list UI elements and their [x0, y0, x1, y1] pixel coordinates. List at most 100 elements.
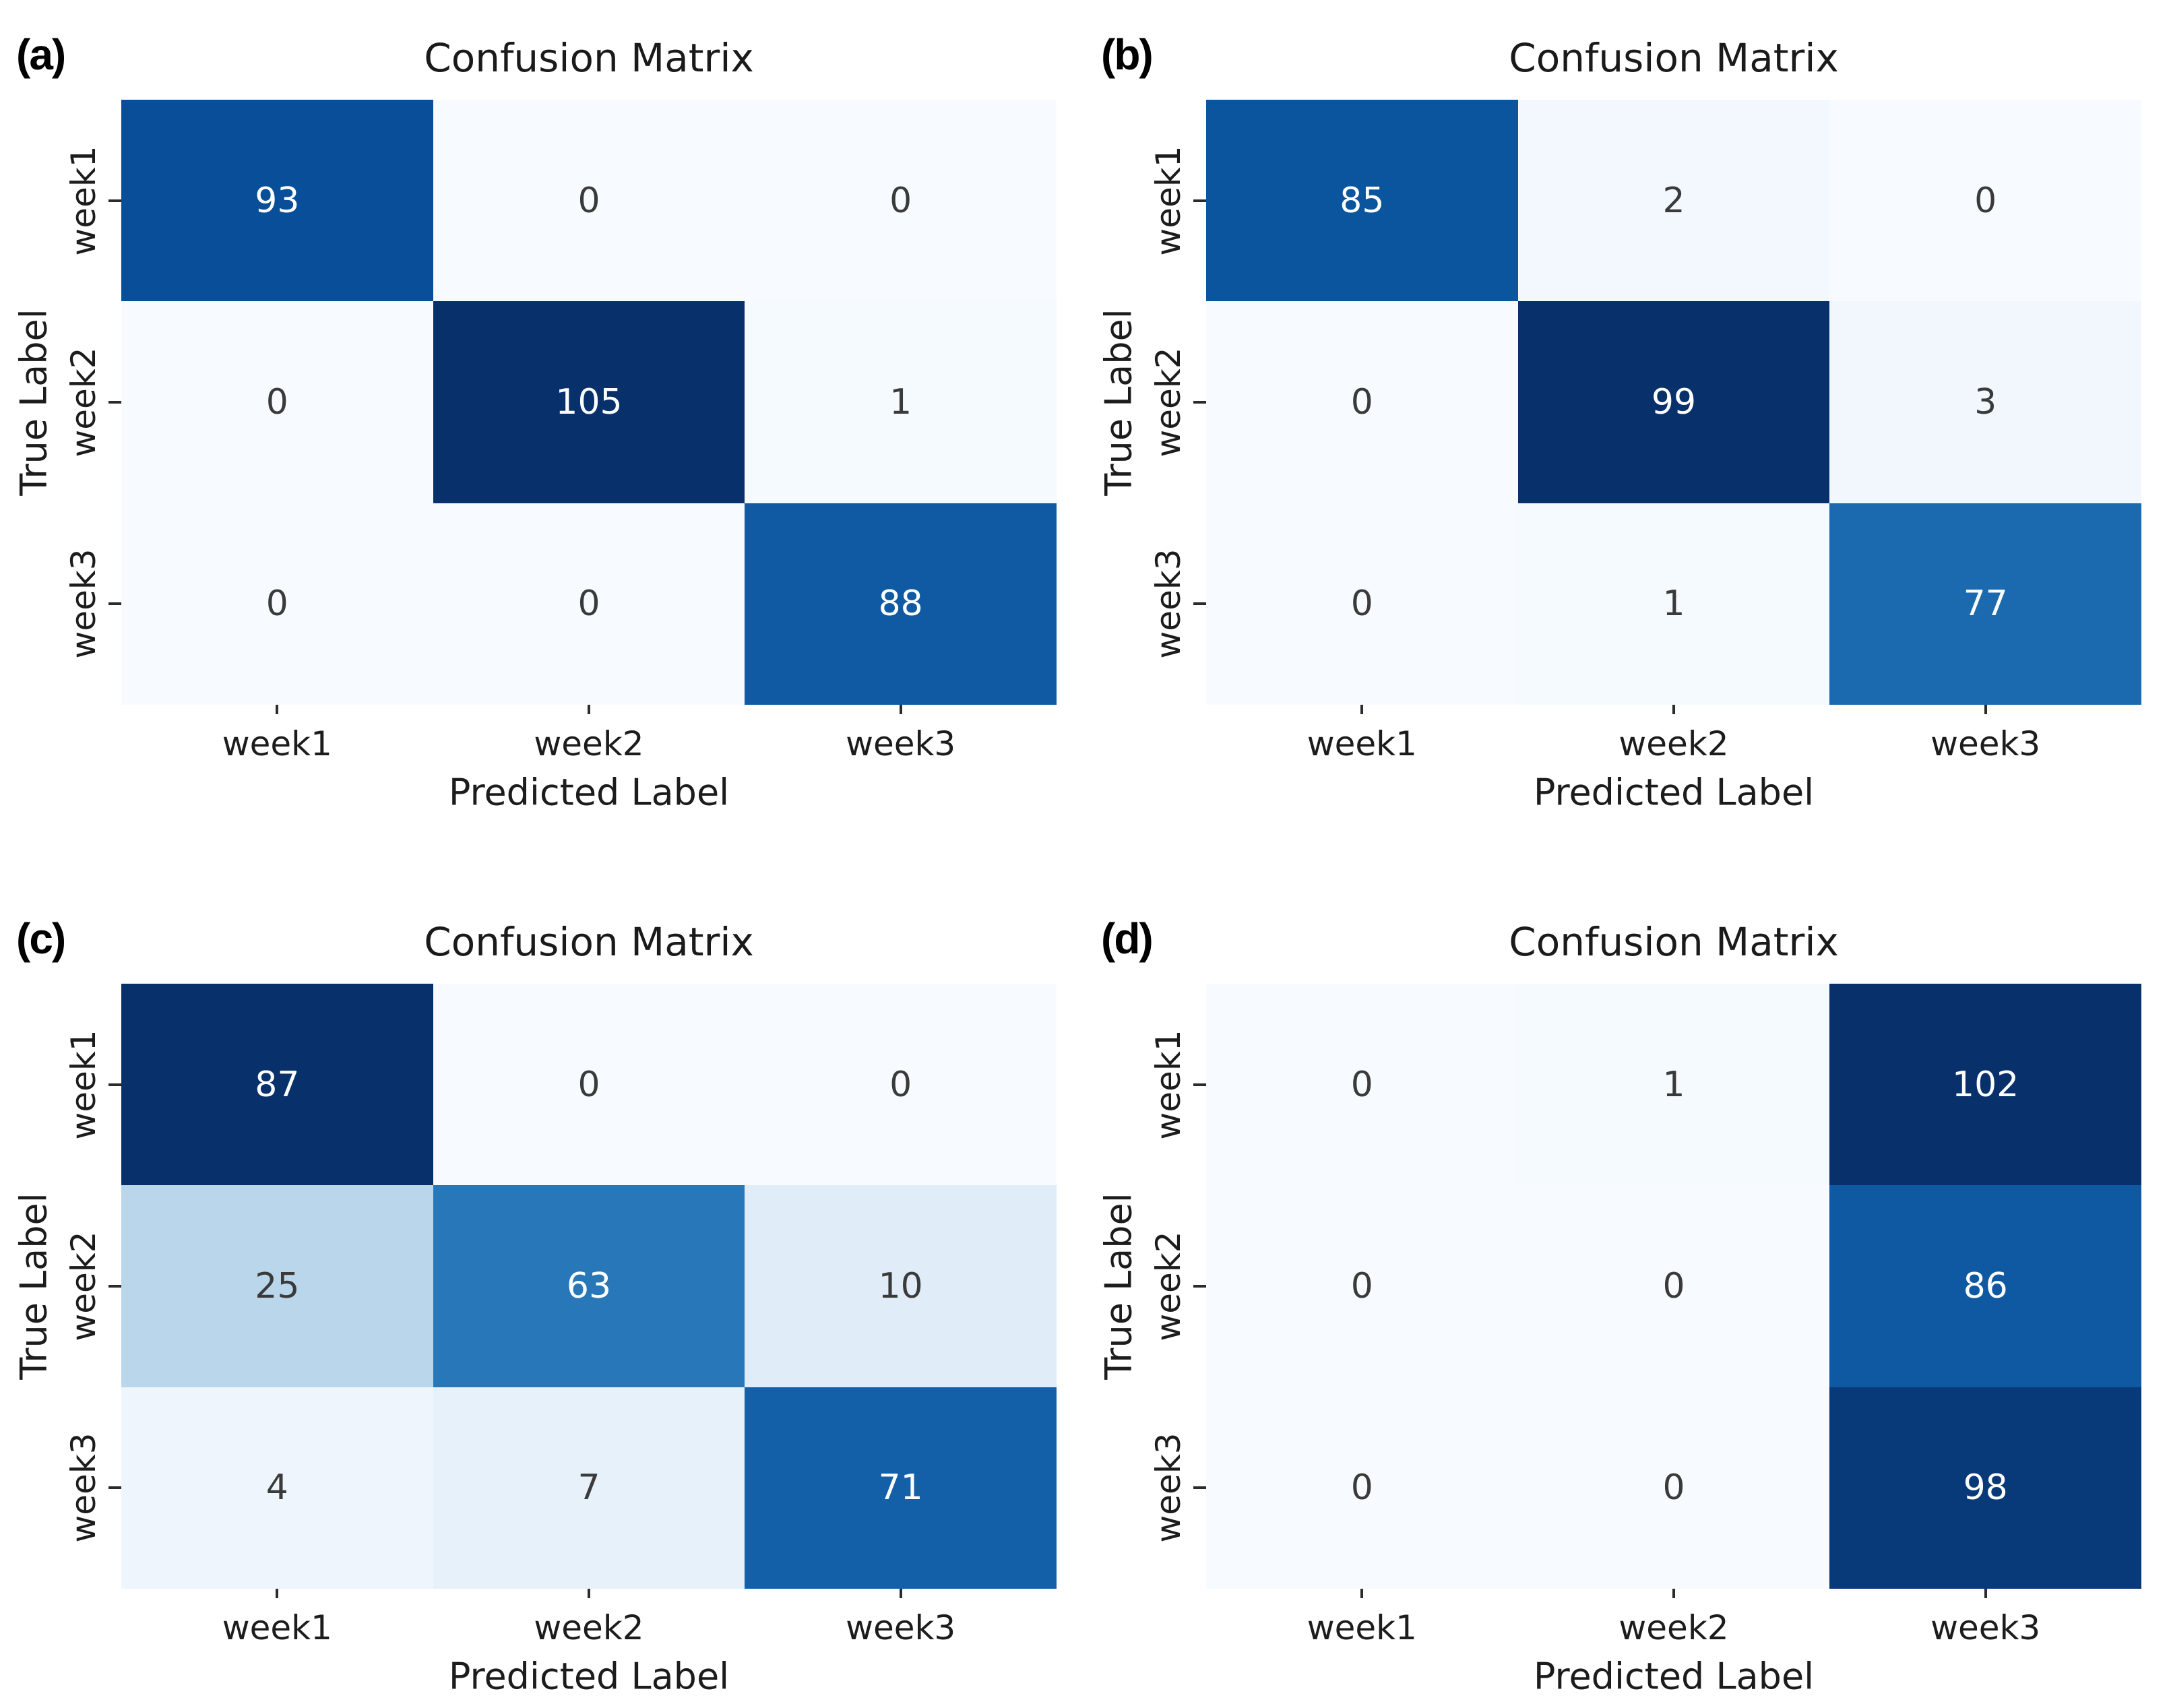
matrix-cell: 0 — [745, 100, 1057, 302]
cell-value: 7 — [577, 1467, 600, 1509]
heatmap: 87 0 0 25 63 10 4 7 71 — [121, 984, 1057, 1589]
matrix-cell: 0 — [1206, 503, 1518, 705]
x-tick-mark — [588, 705, 590, 714]
matrix-cell: 105 — [433, 301, 745, 503]
cell-value: 0 — [889, 180, 912, 221]
y-tick-label: week3 — [1149, 548, 1188, 659]
x-tick-label: week1 — [1307, 1608, 1417, 1647]
matrix-cell: 0 — [433, 984, 745, 1186]
y-tick-mark — [1193, 1083, 1206, 1086]
cell-value: 77 — [1963, 583, 2008, 625]
cell-value: 0 — [1350, 583, 1373, 625]
matrix-cell: 98 — [1829, 1387, 2141, 1589]
y-tick-label: week2 — [64, 1231, 103, 1341]
cell-value: 0 — [889, 1064, 912, 1105]
matrix-cell: 63 — [433, 1185, 745, 1387]
matrix-cell: 3 — [1829, 301, 2141, 503]
panel-letter: (a) — [16, 30, 66, 79]
cell-value: 25 — [255, 1265, 300, 1306]
matrix-cell: 0 — [433, 503, 745, 705]
x-axis-label: Predicted Label — [1533, 771, 1815, 814]
chart-title: Confusion Matrix — [424, 919, 754, 965]
matrix-cell: 0 — [1517, 1185, 1830, 1387]
cell-value: 1 — [889, 381, 912, 422]
cell-value: 71 — [878, 1467, 923, 1509]
matrix-cell: 0 — [1206, 984, 1518, 1186]
confusion-matrix-panel: (c) Confusion Matrix 87 0 0 25 63 10 4 7 71 week… — [0, 854, 1085, 1708]
cell-value: 98 — [1963, 1467, 2008, 1509]
heatmap: 85 2 0 0 99 3 0 1 77 — [1206, 100, 2141, 705]
cell-value: 0 — [1662, 1265, 1685, 1306]
panel-letter: (d) — [1101, 914, 1154, 963]
y-tick-label: week3 — [64, 1432, 103, 1543]
matrix-cell: 0 — [433, 100, 745, 302]
x-tick-mark — [1360, 705, 1364, 714]
y-tick-mark — [1193, 199, 1206, 202]
panel-letter: (b) — [1101, 30, 1154, 79]
x-tick-label: week3 — [846, 724, 956, 763]
panel-letter: (c) — [16, 914, 66, 963]
y-axis-label: True Label — [1097, 309, 1140, 496]
cell-value: 0 — [1350, 1064, 1373, 1105]
cell-value: 0 — [577, 180, 600, 221]
y-tick-label: week1 — [64, 1030, 103, 1140]
matrix-cell: 87 — [121, 984, 433, 1186]
matrix-cell: 4 — [121, 1387, 433, 1589]
x-axis-label: Predicted Label — [448, 771, 730, 814]
y-tick-label: week3 — [1149, 1432, 1188, 1543]
y-tick-label: week1 — [1149, 146, 1188, 256]
y-tick-mark — [108, 401, 121, 404]
matrix-cell: 1 — [745, 301, 1057, 503]
y-tick-label: week1 — [64, 146, 103, 256]
cell-value: 0 — [1662, 1467, 1685, 1509]
panel-inner: (d) Confusion Matrix 0 1 102 0 0 86 0 0 98 week1… — [1085, 884, 2169, 1698]
x-tick-label: week1 — [222, 724, 332, 763]
x-tick-mark — [276, 1589, 279, 1598]
y-tick-mark — [108, 1486, 121, 1490]
y-tick-mark — [108, 1083, 121, 1086]
matrix-cell: 102 — [1829, 984, 2141, 1186]
x-tick-label: week2 — [534, 1608, 644, 1647]
matrix-cell: 77 — [1829, 503, 2141, 705]
y-tick-mark — [1193, 1285, 1206, 1288]
cell-value: 102 — [1952, 1064, 2019, 1105]
matrix-cell: 99 — [1517, 301, 1830, 503]
matrix-cell: 1 — [1517, 984, 1830, 1186]
cell-value: 3 — [1974, 381, 1997, 422]
y-tick-mark — [1193, 401, 1206, 404]
matrix-cell: 10 — [745, 1185, 1057, 1387]
cell-value: 1 — [1662, 583, 1685, 625]
matrix-cell: 0 — [1206, 301, 1518, 503]
x-tick-mark — [1360, 1589, 1364, 1598]
x-tick-label: week1 — [222, 1608, 332, 1647]
matrix-cell: 25 — [121, 1185, 433, 1387]
matrix-cell: 0 — [1829, 100, 2141, 302]
chart-title: Confusion Matrix — [1509, 35, 1839, 81]
y-axis-label: True Label — [1097, 1193, 1140, 1380]
matrix-cell: 1 — [1517, 503, 1830, 705]
panel-inner: (a) Confusion Matrix 93 0 0 0 105 1 0 0 88 week1… — [0, 0, 1084, 814]
cell-value: 0 — [1350, 381, 1373, 422]
matrix-cell: 86 — [1829, 1185, 2141, 1387]
cell-value: 63 — [566, 1265, 612, 1306]
matrix-cell: 0 — [745, 984, 1057, 1186]
matrix-cell: 7 — [433, 1387, 745, 1589]
matrix-cell: 0 — [1517, 1387, 1830, 1589]
x-tick-label: week3 — [1930, 1608, 2041, 1647]
matrix-cell: 71 — [745, 1387, 1057, 1589]
y-tick-mark — [1193, 602, 1206, 606]
panel-inner: (c) Confusion Matrix 87 0 0 25 63 10 4 7 71 week… — [0, 884, 1084, 1698]
y-tick-mark — [108, 199, 121, 202]
cell-value: 88 — [878, 583, 923, 625]
y-axis-label: True Label — [12, 1193, 55, 1380]
x-tick-label: week2 — [1618, 1608, 1729, 1647]
matrix-cell: 2 — [1517, 100, 1830, 302]
confusion-matrix-panel: (a) Confusion Matrix 93 0 0 0 105 1 0 0 88 week1… — [0, 0, 1085, 854]
heatmap: 0 1 102 0 0 86 0 0 98 — [1206, 984, 2141, 1589]
matrix-cell: 0 — [1206, 1185, 1518, 1387]
matrix-cell: 88 — [745, 503, 1057, 705]
cell-value: 2 — [1662, 180, 1685, 221]
x-tick-mark — [276, 705, 279, 714]
cell-value: 99 — [1651, 381, 1697, 422]
